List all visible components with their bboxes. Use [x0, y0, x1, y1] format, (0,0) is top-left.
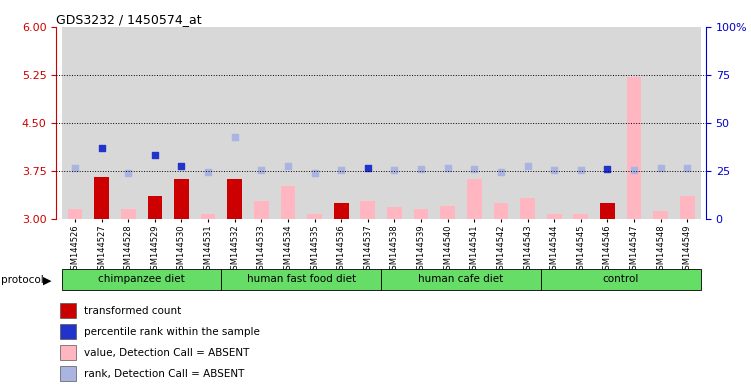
Bar [434, 27, 461, 219]
Bar [141, 27, 168, 219]
Point [149, 152, 161, 158]
Point [176, 163, 188, 169]
Bar [254, 201, 269, 219]
Point [309, 170, 321, 176]
Point [469, 166, 481, 172]
Bar [95, 177, 109, 219]
Bar [647, 27, 674, 219]
Text: transformed count: transformed count [83, 306, 181, 316]
Text: GDS3232 / 1450574_at: GDS3232 / 1450574_at [56, 13, 202, 26]
Bar [222, 269, 382, 290]
Bar [195, 27, 222, 219]
Point [495, 169, 507, 175]
Point [229, 134, 241, 140]
Point [362, 165, 374, 171]
Bar [328, 27, 354, 219]
Text: ▶: ▶ [43, 275, 51, 285]
Bar [467, 179, 481, 219]
Bar [59, 345, 76, 360]
Bar [89, 27, 115, 219]
Point [282, 163, 294, 169]
Point [442, 165, 454, 171]
Bar [174, 179, 189, 219]
Point [628, 167, 640, 173]
Point [335, 167, 347, 173]
Bar [147, 197, 162, 219]
Bar [360, 201, 376, 219]
Point [521, 163, 533, 169]
Text: percentile rank within the sample: percentile rank within the sample [83, 327, 260, 337]
Bar [547, 214, 562, 219]
Bar [381, 27, 408, 219]
Bar [59, 303, 76, 318]
Point [681, 165, 693, 171]
Text: control: control [602, 274, 639, 285]
Text: chimpanzee diet: chimpanzee diet [98, 274, 185, 285]
Bar [414, 209, 428, 219]
Bar [382, 269, 541, 290]
Bar [568, 27, 594, 219]
Bar [201, 214, 216, 219]
Bar [334, 203, 348, 219]
Bar [59, 324, 76, 339]
Point [575, 167, 587, 173]
Point [415, 166, 427, 172]
Bar [62, 27, 89, 219]
Text: human cafe diet: human cafe diet [418, 274, 504, 285]
Bar [281, 185, 295, 219]
Bar [68, 209, 83, 219]
Point [602, 166, 614, 172]
Bar [621, 27, 647, 219]
Bar [680, 197, 695, 219]
Bar [408, 27, 434, 219]
Point [548, 167, 560, 173]
Bar [541, 27, 568, 219]
Text: protocol: protocol [1, 275, 44, 285]
Bar [674, 27, 701, 219]
Bar [514, 27, 541, 219]
Point [388, 167, 400, 173]
Bar [354, 27, 381, 219]
Bar [541, 269, 701, 290]
Bar [520, 199, 535, 219]
Text: rank, Detection Call = ABSENT: rank, Detection Call = ABSENT [83, 369, 244, 379]
Text: value, Detection Call = ABSENT: value, Detection Call = ABSENT [83, 348, 249, 358]
Bar [228, 179, 242, 219]
Point [655, 165, 667, 171]
Bar [275, 27, 301, 219]
Bar [62, 269, 222, 290]
Bar [594, 27, 621, 219]
Bar [307, 214, 322, 219]
Bar [59, 366, 76, 381]
Bar [653, 211, 668, 219]
Bar [574, 214, 588, 219]
Bar [115, 27, 141, 219]
Bar [301, 27, 328, 219]
Bar [461, 27, 487, 219]
Point [255, 167, 267, 173]
Point [95, 146, 107, 152]
Point [202, 169, 214, 175]
Bar [487, 27, 514, 219]
Bar [493, 203, 508, 219]
Bar [600, 203, 615, 219]
Bar [387, 207, 402, 219]
Bar [121, 209, 135, 219]
Point [69, 165, 81, 171]
Text: human fast food diet: human fast food diet [246, 274, 356, 285]
Bar [440, 206, 455, 219]
Bar [168, 27, 195, 219]
Bar [222, 27, 248, 219]
Bar [248, 27, 275, 219]
Point [122, 170, 134, 176]
Bar [627, 77, 641, 219]
